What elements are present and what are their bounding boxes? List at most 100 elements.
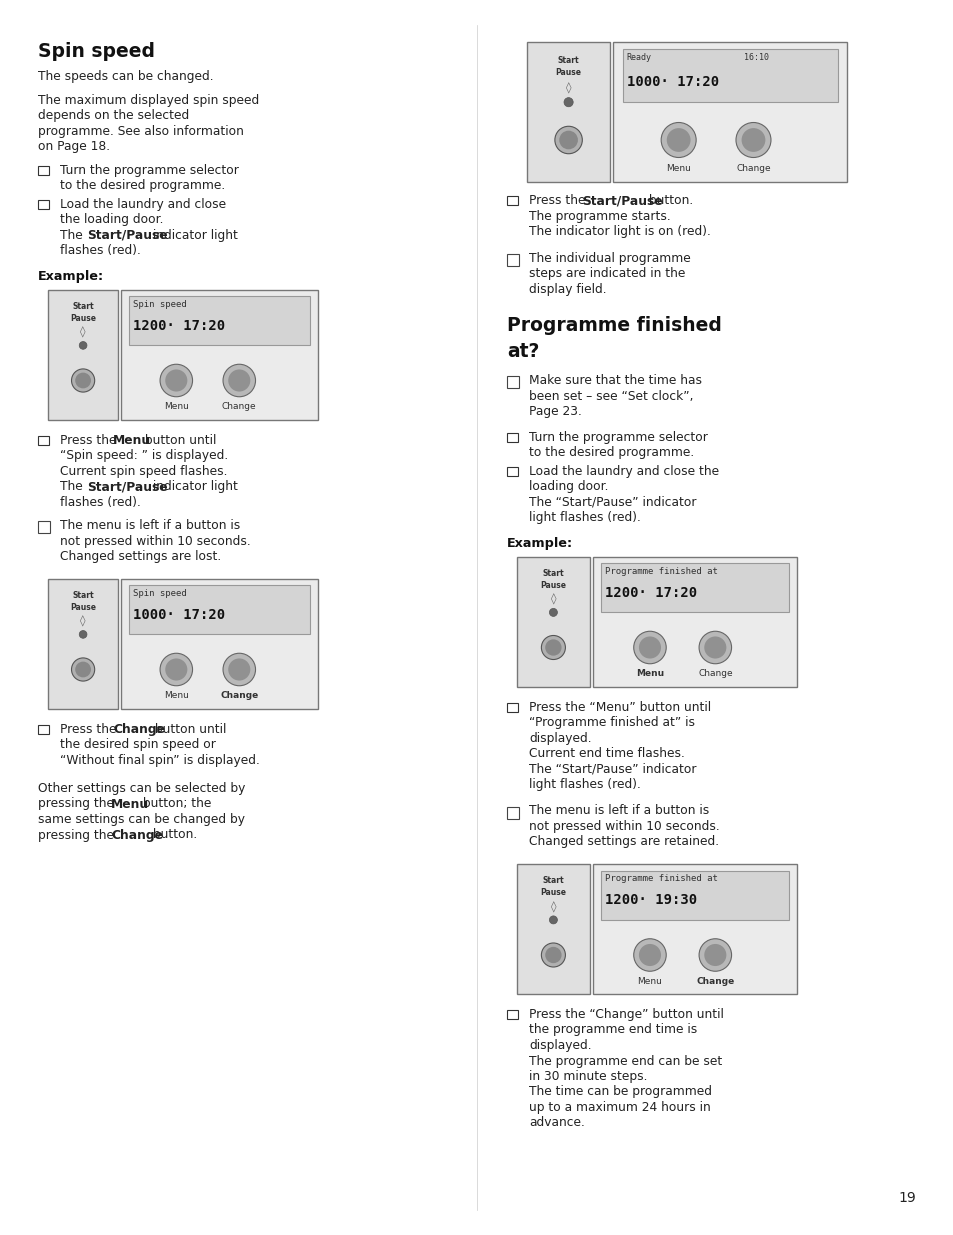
Text: button; the: button; the bbox=[139, 798, 212, 810]
Circle shape bbox=[639, 636, 660, 658]
Text: up to a maximum 24 hours in: up to a maximum 24 hours in bbox=[529, 1100, 710, 1114]
Circle shape bbox=[228, 658, 250, 680]
Text: Change: Change bbox=[111, 829, 163, 841]
Text: The individual programme: The individual programme bbox=[529, 252, 690, 264]
FancyBboxPatch shape bbox=[38, 521, 50, 534]
Circle shape bbox=[703, 636, 725, 658]
Text: 1000· 17:20: 1000· 17:20 bbox=[132, 608, 225, 621]
Text: Turn the programme selector: Turn the programme selector bbox=[529, 431, 707, 443]
Text: 1200· 17:20: 1200· 17:20 bbox=[604, 585, 697, 600]
Text: displayed.: displayed. bbox=[529, 1039, 591, 1052]
Text: Programme finished: Programme finished bbox=[506, 316, 721, 335]
Circle shape bbox=[223, 653, 255, 685]
Text: 19: 19 bbox=[898, 1191, 915, 1205]
Text: 1200· 19:30: 1200· 19:30 bbox=[604, 893, 697, 908]
Text: Load the laundry and close the: Load the laundry and close the bbox=[529, 464, 719, 478]
Text: Changed settings are retained.: Changed settings are retained. bbox=[529, 836, 719, 848]
Circle shape bbox=[71, 658, 94, 680]
Text: The maximum displayed spin speed: The maximum displayed spin speed bbox=[38, 94, 259, 106]
Text: The: The bbox=[60, 480, 87, 493]
Circle shape bbox=[223, 364, 255, 396]
Text: displayed.: displayed. bbox=[529, 731, 591, 745]
Circle shape bbox=[228, 369, 250, 391]
Circle shape bbox=[545, 640, 561, 656]
Text: flashes (red).: flashes (red). bbox=[60, 495, 141, 509]
Text: Menu: Menu bbox=[636, 669, 663, 678]
Circle shape bbox=[633, 939, 665, 971]
Text: Start/Pause: Start/Pause bbox=[581, 194, 662, 207]
Circle shape bbox=[563, 98, 573, 106]
Circle shape bbox=[549, 609, 557, 616]
Text: Menu: Menu bbox=[665, 163, 690, 173]
Circle shape bbox=[545, 947, 561, 963]
Text: the loading door.: the loading door. bbox=[60, 212, 163, 226]
Circle shape bbox=[540, 636, 565, 659]
Text: not pressed within 10 seconds.: not pressed within 10 seconds. bbox=[529, 820, 719, 832]
FancyBboxPatch shape bbox=[506, 1010, 517, 1019]
Text: not pressed within 10 seconds.: not pressed within 10 seconds. bbox=[60, 535, 251, 547]
FancyBboxPatch shape bbox=[517, 557, 589, 687]
Circle shape bbox=[540, 944, 565, 967]
Circle shape bbox=[79, 631, 87, 638]
Circle shape bbox=[71, 369, 94, 391]
Text: The menu is left if a button is: The menu is left if a button is bbox=[529, 804, 708, 818]
Text: pressing the: pressing the bbox=[38, 798, 118, 810]
Text: light flashes (red).: light flashes (red). bbox=[529, 511, 640, 524]
Text: on Page 18.: on Page 18. bbox=[38, 140, 110, 153]
Text: ◊: ◊ bbox=[565, 83, 571, 94]
Circle shape bbox=[165, 369, 187, 391]
Text: Change: Change bbox=[222, 403, 256, 411]
FancyBboxPatch shape bbox=[129, 296, 310, 346]
FancyBboxPatch shape bbox=[506, 467, 517, 475]
Text: button.: button. bbox=[149, 829, 197, 841]
Circle shape bbox=[160, 364, 193, 396]
Text: Spin speed: Spin speed bbox=[132, 589, 187, 598]
Text: button until: button until bbox=[141, 433, 216, 447]
Text: the desired spin speed or: the desired spin speed or bbox=[60, 739, 215, 751]
Text: pressing the: pressing the bbox=[38, 829, 118, 841]
Text: 1000· 17:20: 1000· 17:20 bbox=[626, 75, 718, 89]
Text: Page 23.: Page 23. bbox=[529, 405, 581, 417]
Text: depends on the selected: depends on the selected bbox=[38, 109, 189, 122]
Text: indicator light: indicator light bbox=[149, 228, 237, 242]
FancyBboxPatch shape bbox=[506, 703, 517, 711]
Text: steps are indicated in the: steps are indicated in the bbox=[529, 267, 684, 280]
Text: Ready: Ready bbox=[626, 53, 651, 62]
Text: to the desired programme.: to the desired programme. bbox=[60, 179, 225, 191]
FancyBboxPatch shape bbox=[48, 289, 118, 420]
Text: Pause: Pause bbox=[70, 314, 96, 322]
Text: The: The bbox=[60, 228, 87, 242]
Circle shape bbox=[699, 939, 731, 971]
Circle shape bbox=[160, 653, 193, 685]
FancyBboxPatch shape bbox=[506, 375, 518, 388]
Text: Spin speed: Spin speed bbox=[38, 42, 154, 61]
Circle shape bbox=[165, 658, 187, 680]
Circle shape bbox=[699, 631, 731, 663]
Text: Menu: Menu bbox=[112, 433, 151, 447]
Text: Start/Pause: Start/Pause bbox=[87, 480, 168, 493]
FancyBboxPatch shape bbox=[121, 289, 317, 420]
Text: in 30 minute steps.: in 30 minute steps. bbox=[529, 1070, 647, 1083]
Text: flashes (red).: flashes (red). bbox=[60, 245, 141, 257]
FancyBboxPatch shape bbox=[38, 436, 49, 445]
FancyBboxPatch shape bbox=[506, 432, 517, 442]
Text: to the desired programme.: to the desired programme. bbox=[529, 446, 694, 459]
Text: ◊: ◊ bbox=[550, 902, 556, 913]
Text: Press the “Menu” button until: Press the “Menu” button until bbox=[529, 700, 710, 714]
Text: Change: Change bbox=[220, 692, 258, 700]
FancyBboxPatch shape bbox=[526, 42, 610, 182]
Circle shape bbox=[75, 373, 91, 388]
Text: Current end time flashes.: Current end time flashes. bbox=[529, 747, 684, 760]
FancyBboxPatch shape bbox=[600, 563, 788, 613]
Text: same settings can be changed by: same settings can be changed by bbox=[38, 813, 245, 826]
Text: Change: Change bbox=[736, 163, 770, 173]
Text: Start/Pause: Start/Pause bbox=[87, 228, 168, 242]
Circle shape bbox=[639, 944, 660, 966]
Text: Start: Start bbox=[72, 590, 93, 600]
Text: Other settings can be selected by: Other settings can be selected by bbox=[38, 782, 245, 795]
Text: Press the: Press the bbox=[60, 433, 120, 447]
FancyBboxPatch shape bbox=[613, 42, 846, 182]
Text: The indicator light is on (red).: The indicator light is on (red). bbox=[529, 225, 710, 238]
Text: 1200· 17:20: 1200· 17:20 bbox=[132, 319, 225, 332]
Circle shape bbox=[549, 916, 557, 924]
